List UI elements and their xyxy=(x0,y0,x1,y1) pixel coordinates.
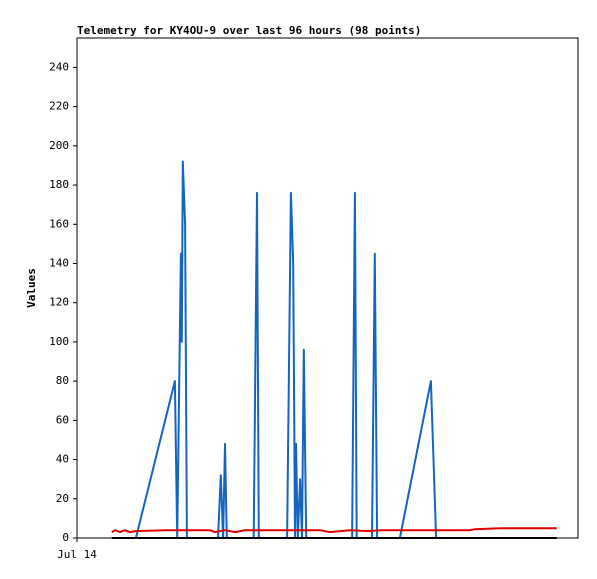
y-tick-label: 140 xyxy=(49,256,69,269)
y-tick-label: 200 xyxy=(49,139,69,152)
series-line xyxy=(111,527,557,534)
y-axis-label: Values xyxy=(25,268,38,308)
series-line xyxy=(134,160,438,539)
chart-title: Telemetry for KY4OU-9 over last 96 hours… xyxy=(77,24,421,37)
y-tick-label: 0 xyxy=(62,531,69,544)
y-tick-label: 20 xyxy=(56,492,69,505)
y-tick-label: 80 xyxy=(56,374,69,387)
y-tick-label: 180 xyxy=(49,178,69,191)
plot-frame xyxy=(76,37,579,539)
y-tick-label: 40 xyxy=(56,453,69,466)
y-tick-label: 100 xyxy=(49,335,69,348)
x-tick-label: Jul 14 xyxy=(57,548,97,561)
y-tick-label: 60 xyxy=(56,413,69,426)
y-tick-label: 220 xyxy=(49,100,69,113)
y-tick-label: 160 xyxy=(49,217,69,230)
y-tick-label: 120 xyxy=(49,296,69,309)
y-tick-label: 240 xyxy=(49,60,69,73)
